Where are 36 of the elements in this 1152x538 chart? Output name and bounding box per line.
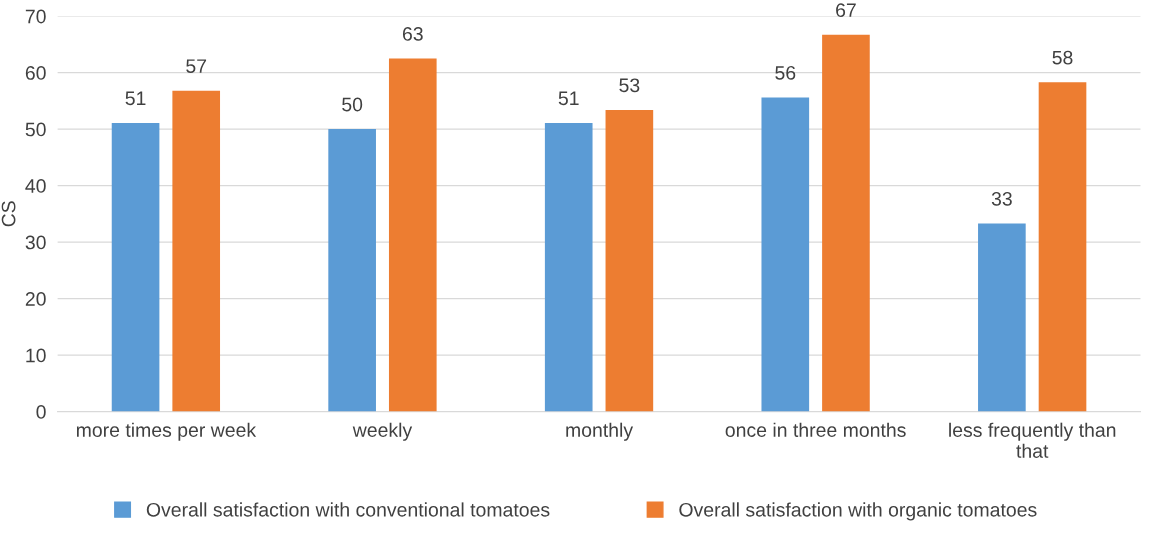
- bar: [978, 223, 1026, 412]
- bar: [172, 90, 221, 412]
- legend-label: Overall satisfaction with conventional tomatoes: [146, 502, 550, 517]
- x-tick-label: weekly: [352, 422, 413, 441]
- y-tick-label: 0: [36, 405, 46, 419]
- data-label: 58: [1052, 50, 1073, 65]
- data-label: 33: [991, 191, 1012, 206]
- y-tick-label: 30: [25, 235, 46, 250]
- data-label: 51: [125, 91, 146, 106]
- bar: [822, 34, 870, 412]
- y-tick-label: 40: [25, 179, 46, 193]
- bar: [605, 109, 654, 412]
- legend-label: Overall satisfaction with organic tomatoes: [679, 502, 1037, 521]
- y-tick-label: 50: [25, 122, 46, 137]
- bar: [328, 129, 376, 412]
- x-tick-label: less frequently than that: [949, 422, 1116, 458]
- y-axis-title: CS: [1, 201, 16, 227]
- bar: [111, 122, 160, 412]
- x-tick-label: more times per week: [76, 422, 257, 441]
- y-tick-label: 20: [25, 292, 46, 306]
- data-label: 63: [402, 27, 423, 41]
- y-tick-label: 70: [25, 9, 46, 24]
- data-label: 51: [558, 91, 579, 106]
- y-tick-label: 60: [25, 66, 46, 80]
- bar: [388, 58, 437, 412]
- data-label: 57: [186, 59, 207, 73]
- bar: [1038, 82, 1087, 412]
- data-label: 67: [836, 3, 856, 18]
- bar: [761, 97, 810, 412]
- data-label: 50: [342, 97, 363, 112]
- data-label: 56: [775, 65, 796, 80]
- bar: [544, 122, 593, 412]
- x-tick-label: once in three months: [725, 422, 906, 437]
- data-label: 53: [619, 78, 640, 93]
- x-tick-label: monthly: [566, 422, 634, 441]
- y-tick-label: 10: [26, 348, 46, 363]
